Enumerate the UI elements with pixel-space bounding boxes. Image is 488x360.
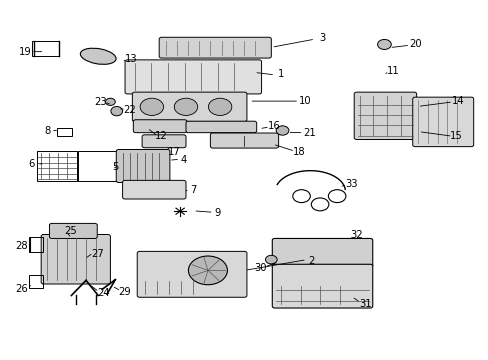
FancyBboxPatch shape: [159, 37, 271, 58]
Ellipse shape: [265, 255, 277, 264]
Text: 17: 17: [167, 147, 180, 157]
Ellipse shape: [80, 48, 116, 64]
Text: 24: 24: [97, 288, 109, 298]
Text: 32: 32: [349, 230, 362, 239]
FancyBboxPatch shape: [49, 224, 97, 238]
Text: 6: 6: [28, 159, 35, 169]
Text: 30: 30: [254, 263, 266, 273]
Circle shape: [208, 98, 231, 116]
Text: 11: 11: [386, 66, 399, 76]
Text: 3: 3: [319, 33, 325, 43]
FancyBboxPatch shape: [272, 264, 372, 308]
Bar: [32, 41, 59, 56]
Ellipse shape: [377, 40, 390, 49]
Ellipse shape: [105, 98, 115, 105]
Text: 21: 21: [303, 128, 315, 138]
FancyBboxPatch shape: [185, 121, 256, 133]
Bar: [78, 151, 118, 181]
Text: 25: 25: [64, 226, 77, 236]
FancyBboxPatch shape: [353, 92, 416, 139]
Bar: [37, 151, 77, 181]
Text: 29: 29: [119, 287, 131, 297]
Text: 26: 26: [15, 284, 27, 294]
FancyBboxPatch shape: [142, 135, 185, 148]
Ellipse shape: [276, 126, 288, 135]
Text: 12: 12: [155, 131, 168, 141]
FancyBboxPatch shape: [272, 238, 372, 267]
FancyBboxPatch shape: [132, 92, 246, 122]
Text: 13: 13: [124, 54, 137, 64]
Text: 9: 9: [214, 208, 221, 218]
FancyBboxPatch shape: [412, 97, 473, 147]
FancyBboxPatch shape: [125, 60, 261, 94]
Text: 31: 31: [358, 299, 371, 309]
Text: 10: 10: [298, 96, 311, 106]
FancyBboxPatch shape: [116, 149, 169, 183]
Text: 18: 18: [292, 147, 305, 157]
Text: 19: 19: [19, 46, 31, 57]
Ellipse shape: [111, 107, 122, 116]
Bar: [29, 237, 42, 252]
Text: 2: 2: [308, 256, 314, 266]
Text: 28: 28: [15, 241, 27, 251]
Text: 8: 8: [44, 126, 50, 135]
FancyBboxPatch shape: [210, 133, 278, 148]
Text: 15: 15: [449, 131, 462, 141]
FancyBboxPatch shape: [41, 234, 110, 284]
Circle shape: [140, 98, 163, 116]
Circle shape: [174, 98, 197, 116]
Bar: [57, 129, 72, 136]
Text: 16: 16: [267, 121, 280, 131]
FancyBboxPatch shape: [133, 120, 186, 133]
Text: 14: 14: [451, 96, 464, 106]
Text: 23: 23: [94, 97, 107, 107]
FancyBboxPatch shape: [122, 180, 185, 199]
FancyBboxPatch shape: [137, 251, 246, 297]
Circle shape: [188, 256, 227, 285]
Text: 27: 27: [91, 248, 103, 258]
Text: 20: 20: [408, 40, 421, 49]
Text: 4: 4: [180, 155, 186, 165]
Text: 7: 7: [190, 185, 196, 195]
Bar: [29, 275, 42, 288]
Text: 5: 5: [112, 162, 118, 172]
Text: 22: 22: [123, 105, 136, 115]
Text: 1: 1: [277, 69, 284, 79]
Text: 33: 33: [345, 179, 357, 189]
